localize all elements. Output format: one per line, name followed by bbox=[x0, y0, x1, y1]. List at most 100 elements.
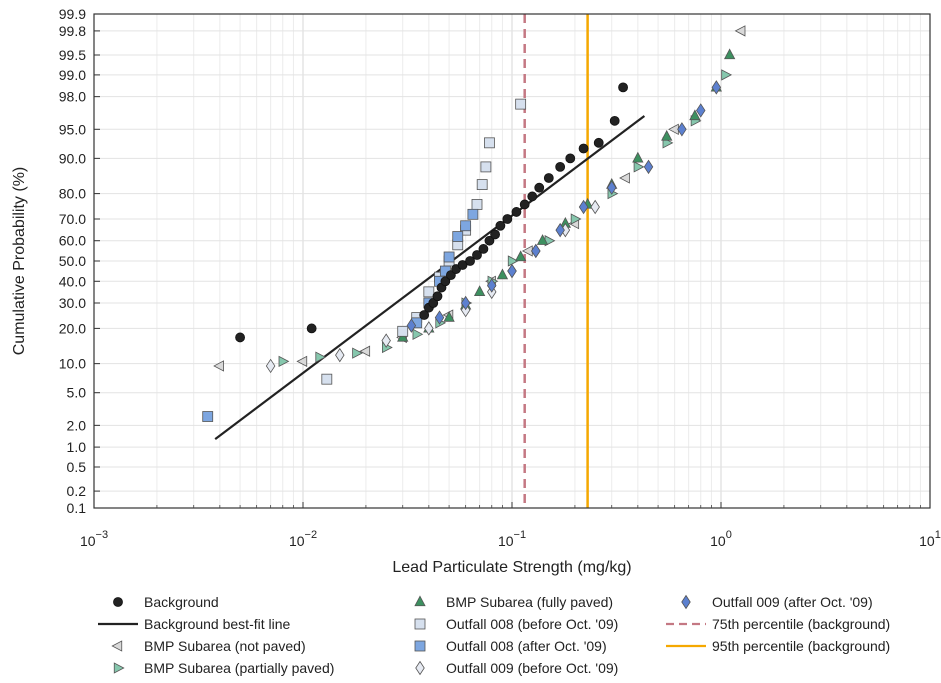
y-tick-label: 99.5 bbox=[59, 47, 86, 63]
data-point bbox=[507, 263, 517, 279]
data-point bbox=[723, 48, 736, 60]
legend-marker bbox=[414, 618, 426, 630]
data-point bbox=[661, 129, 673, 141]
data-point bbox=[689, 109, 701, 121]
x-tick-label: 10−3 bbox=[80, 529, 108, 549]
data-point bbox=[443, 251, 455, 263]
data-layer bbox=[202, 25, 746, 440]
data-point bbox=[419, 310, 430, 320]
series-background bbox=[235, 82, 628, 343]
y-tick-label: 10.0 bbox=[59, 356, 86, 372]
data-point bbox=[213, 360, 224, 372]
legend-marker bbox=[111, 640, 123, 652]
data-point bbox=[555, 161, 566, 172]
data-point bbox=[515, 98, 527, 110]
data-point bbox=[511, 207, 522, 217]
data-point bbox=[555, 222, 565, 238]
legend-item: BMP Subarea (not paved) bbox=[111, 638, 306, 654]
data-point bbox=[487, 278, 497, 293]
data-point bbox=[476, 179, 488, 190]
y-tick-label: 0.5 bbox=[67, 459, 87, 475]
data-point bbox=[452, 231, 464, 242]
data-point bbox=[527, 191, 538, 202]
y-tick-label: 40.0 bbox=[59, 273, 86, 289]
best-fit-line bbox=[214, 115, 646, 440]
x-tick-label: 100 bbox=[710, 529, 732, 549]
y-tick-label: 90.0 bbox=[59, 150, 86, 166]
data-point bbox=[618, 82, 628, 93]
data-point bbox=[734, 25, 746, 37]
legend-marker bbox=[681, 594, 691, 610]
data-point bbox=[412, 328, 424, 340]
y-tick-label: 70.0 bbox=[59, 211, 86, 227]
x-tick-label: 101 bbox=[919, 529, 941, 549]
data-point bbox=[440, 276, 451, 287]
legend-label: Outfall 008 (after Oct. '09) bbox=[446, 638, 607, 654]
y-tick-label: 80.0 bbox=[59, 186, 86, 202]
data-point bbox=[495, 220, 506, 231]
data-point bbox=[677, 122, 687, 137]
y-tick-label: 0.2 bbox=[67, 483, 87, 499]
data-point bbox=[315, 351, 327, 363]
data-point bbox=[490, 229, 500, 240]
data-point bbox=[352, 347, 363, 359]
y-tick-label: 99.9 bbox=[59, 6, 86, 22]
legend-label: BMP Subarea (partially paved) bbox=[144, 660, 334, 676]
data-point bbox=[502, 214, 513, 224]
data-point bbox=[460, 220, 472, 232]
y-tick-label: 1.0 bbox=[67, 439, 87, 455]
grid bbox=[93, 13, 930, 509]
data-point bbox=[278, 355, 290, 368]
data-point bbox=[424, 321, 434, 336]
data-point bbox=[465, 256, 475, 266]
data-point bbox=[507, 255, 519, 267]
legend-item: Outfall 009 (before Oct. '09) bbox=[415, 660, 618, 676]
y-tick-label: 99.8 bbox=[59, 23, 86, 39]
data-point bbox=[590, 199, 600, 215]
data-point bbox=[606, 180, 617, 195]
data-point bbox=[460, 295, 471, 311]
x-tick-label: 10−1 bbox=[498, 529, 526, 549]
data-point bbox=[443, 310, 455, 322]
data-point bbox=[473, 285, 486, 297]
legend-label: Outfall 009 (after Oct. '09) bbox=[712, 594, 873, 610]
data-point bbox=[633, 161, 645, 173]
legend-label: Background bbox=[144, 594, 219, 610]
data-point bbox=[432, 291, 443, 302]
legend-label: Outfall 009 (before Oct. '09) bbox=[446, 660, 618, 676]
legend-label: 95th percentile (background) bbox=[712, 638, 890, 654]
data-point bbox=[619, 172, 630, 184]
legend-item: Outfall 008 (after Oct. '09) bbox=[414, 638, 607, 654]
data-point bbox=[484, 235, 495, 246]
data-point bbox=[397, 325, 409, 337]
data-point bbox=[480, 161, 492, 173]
legend-item: Background best-fit line bbox=[98, 616, 291, 632]
series-outfall-009-after-oct-09 bbox=[406, 80, 722, 333]
data-point bbox=[514, 250, 527, 262]
data-point bbox=[321, 373, 333, 385]
legend-label: BMP Subarea (fully paved) bbox=[446, 594, 613, 610]
legend-marker bbox=[113, 597, 123, 607]
data-point bbox=[543, 173, 554, 183]
x-tick-label: 10−2 bbox=[289, 529, 317, 549]
data-point bbox=[472, 250, 482, 260]
data-point bbox=[202, 411, 214, 422]
data-point bbox=[471, 199, 483, 210]
data-point bbox=[457, 260, 468, 270]
data-point bbox=[531, 243, 541, 259]
legend-marker bbox=[414, 640, 426, 652]
data-point bbox=[467, 208, 479, 220]
x-axis-label: Lead Particulate Strength (mg/kg) bbox=[392, 559, 631, 576]
data-point bbox=[570, 213, 582, 225]
y-tick-label: 60.0 bbox=[59, 233, 86, 249]
data-point bbox=[423, 286, 435, 298]
legend-item: 75th percentile (background) bbox=[666, 616, 890, 632]
legend-item: BMP Subarea (fully paved) bbox=[414, 594, 613, 610]
y-tick-label: 30.0 bbox=[59, 295, 86, 311]
legend-label: 75th percentile (background) bbox=[712, 616, 890, 632]
data-point bbox=[578, 199, 589, 215]
legend-item: 95th percentile (background) bbox=[666, 638, 890, 654]
data-point bbox=[578, 143, 589, 154]
y-tick-label: 0.1 bbox=[67, 500, 87, 516]
